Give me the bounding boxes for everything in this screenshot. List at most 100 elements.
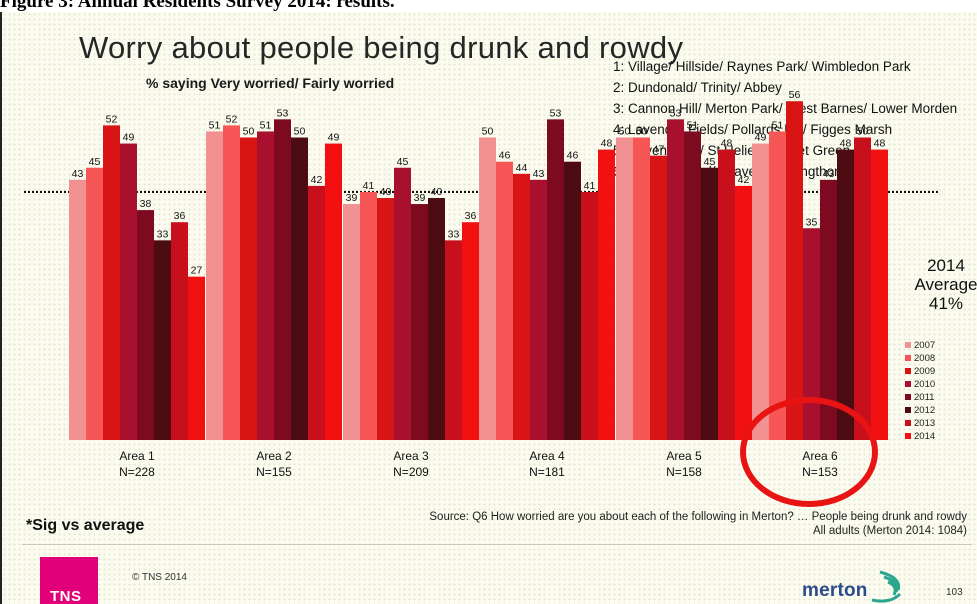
bar-value-label: 43: [823, 168, 835, 180]
legend-label: 2011: [914, 392, 934, 403]
bar: [684, 131, 701, 440]
bar: [616, 137, 633, 440]
category-label: Area 3: [393, 449, 429, 463]
area-legend-item: 1: Village/ Hillside/ Raynes Park/ Wimbl…: [613, 59, 911, 74]
bar: [598, 149, 615, 440]
bar: [820, 179, 837, 440]
bar: [513, 173, 530, 441]
tns-logo-text: TNS: [50, 588, 82, 604]
bar-value-label: 46: [567, 150, 579, 162]
bar: [223, 125, 240, 441]
bar-value-label: 51: [687, 119, 699, 131]
bar: [701, 167, 718, 440]
footer-divider: [22, 544, 972, 545]
tns-logo: TNS: [40, 557, 98, 604]
bar: [769, 131, 786, 440]
legend-swatch: [905, 368, 911, 374]
bar-value-label: 38: [140, 198, 152, 210]
bar: [530, 179, 547, 440]
bar-value-label: 48: [874, 138, 886, 150]
bar: [411, 204, 428, 440]
bar-value-label: 50: [243, 126, 255, 138]
merton-logo: merton: [802, 568, 918, 604]
bar-value-label: 50: [636, 126, 648, 138]
bar-value-label: 33: [157, 228, 169, 240]
bar-value-label: 48: [721, 138, 733, 150]
bar: [171, 222, 188, 440]
bar-value-label: 45: [397, 156, 409, 168]
merton-logo-text: merton: [802, 580, 868, 601]
bar: [120, 143, 137, 441]
bar: [479, 137, 496, 440]
bar: [325, 143, 342, 441]
bar: [428, 198, 445, 440]
bar-value-label: 49: [755, 132, 767, 144]
bar-value-label: 50: [482, 126, 494, 138]
legend-label: 2014: [914, 431, 935, 442]
bar-value-label: 39: [346, 192, 358, 204]
bar-value-label: 41: [584, 180, 596, 192]
bar: [291, 137, 308, 440]
page-number: 103: [946, 587, 963, 598]
bar-value-label: 51: [772, 119, 784, 131]
bar-value-label: 52: [226, 113, 238, 125]
slide: Worry about people being drunk and rowdy…: [0, 12, 977, 604]
category-label: Area 2: [256, 449, 292, 463]
bar: [445, 240, 462, 440]
significance-note: *Sig vs average: [26, 517, 145, 534]
legend-swatch: [905, 433, 911, 439]
legend-label: 2009: [914, 366, 935, 377]
bar: [667, 119, 684, 440]
bar: [394, 167, 411, 440]
category-sublabel: N=155: [256, 465, 292, 479]
bar: [137, 210, 154, 440]
bar-value-label: 45: [89, 156, 101, 168]
bar-value-label: 43: [533, 168, 545, 180]
legend-label: 2008: [914, 353, 935, 364]
area-legend-item: 2: Dundonald/ Trinity/ Abbey: [613, 80, 782, 95]
category-label: Area 1: [119, 449, 155, 463]
source-base: All adults (Merton 2014: 1084): [812, 525, 967, 537]
bar: [854, 137, 871, 440]
bar-value-label: 45: [704, 156, 716, 168]
bar-value-label: 49: [328, 132, 340, 144]
bar-value-label: 47: [653, 144, 665, 156]
bar: [360, 191, 377, 440]
bar: [650, 155, 667, 440]
average-word: Average: [914, 275, 977, 294]
source-question: Source: Q6 How worried are you about eac…: [429, 511, 967, 523]
category-sublabel: N=181: [529, 465, 565, 479]
bar-value-label: 49: [123, 132, 135, 144]
bar-value-label: 46: [499, 150, 511, 162]
bar-value-label: 35: [806, 216, 818, 228]
merton-swirl-icon: [871, 570, 902, 603]
bar-value-label: 51: [260, 119, 272, 131]
bar-value-label: 36: [174, 210, 186, 222]
bar: [547, 119, 564, 440]
bar: [581, 191, 598, 440]
bar-value-label: 50: [294, 126, 306, 138]
category-label: Area 4: [529, 449, 565, 463]
average-value: 41%: [928, 294, 964, 313]
chart-subtitle: % saying Very worried/ Fairly worried: [146, 75, 395, 91]
bar: [103, 125, 120, 441]
bar: [718, 149, 735, 440]
bar-value-label: 50: [619, 126, 631, 138]
legend-swatch: [905, 407, 911, 413]
slide-title: Worry about people being drunk and rowdy: [79, 30, 684, 65]
bar-value-label: 43: [72, 168, 84, 180]
bar-value-label: 40: [380, 186, 392, 198]
bar-value-label: 41: [363, 180, 375, 192]
bar: [462, 222, 479, 440]
legend-label: 2012: [914, 405, 935, 416]
bar: [803, 228, 820, 440]
bar-value-label: 27: [191, 265, 203, 277]
bar: [752, 143, 769, 441]
legend-swatch: [905, 355, 911, 361]
category-sublabel: N=158: [666, 465, 702, 479]
category-label: Area 5: [666, 449, 702, 463]
bar: [240, 137, 257, 440]
bar-value-label: 48: [840, 138, 852, 150]
bar: [837, 149, 854, 440]
bar-value-label: 36: [465, 210, 477, 222]
